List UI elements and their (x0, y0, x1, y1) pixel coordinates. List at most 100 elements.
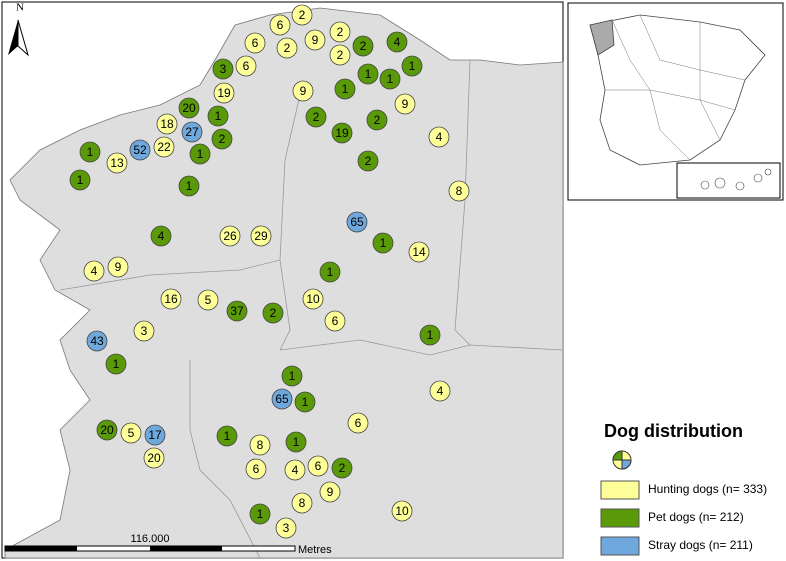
marker-circle (79, 141, 101, 163)
marker-label: 19 (335, 126, 349, 140)
marker-circle (346, 211, 368, 233)
marker-label: 1 (293, 435, 300, 449)
marker-label: 5 (205, 293, 212, 307)
marker: 13 (106, 152, 128, 174)
marker-label: 2 (339, 461, 346, 475)
marker-circle (281, 365, 303, 387)
marker-circle (150, 225, 172, 247)
marker: 2 (331, 457, 353, 479)
marker: 6 (347, 412, 369, 434)
legend-swatch (600, 536, 640, 556)
marker: 17 (144, 424, 166, 446)
marker-label: 1 (380, 236, 387, 250)
marker-circle (357, 150, 379, 172)
marker-circle (107, 256, 129, 278)
marker-label: 20 (182, 101, 196, 115)
marker-label: 16 (164, 292, 178, 306)
marker-label: 9 (312, 33, 319, 47)
marker-label: 8 (257, 438, 264, 452)
marker-label: 19 (217, 86, 231, 100)
marker-circle (216, 425, 238, 447)
marker-label: 6 (315, 459, 322, 473)
marker-label: 2 (374, 113, 381, 127)
marker: 8 (291, 492, 313, 514)
marker-label: 1 (409, 59, 416, 73)
marker-label: 1 (289, 369, 296, 383)
marker-label: 9 (300, 84, 307, 98)
marker: 43 (86, 330, 108, 352)
marker-circle (235, 55, 257, 77)
marker-circle (319, 261, 341, 283)
marker: 10 (302, 288, 324, 310)
scale-unit: Metres (298, 544, 332, 556)
marker-label: 2 (365, 154, 372, 168)
marker-label: 1 (215, 109, 222, 123)
marker: 20 (96, 419, 118, 441)
marker-label: 4 (292, 463, 299, 477)
marker-circle (291, 492, 313, 514)
marker-label: 4 (436, 130, 443, 144)
marker-label: 3 (283, 521, 290, 535)
marker: 19 (331, 122, 353, 144)
marker-circle (249, 434, 271, 456)
marker-label: 65 (275, 392, 289, 406)
marker: 10 (391, 500, 413, 522)
marker-circle (275, 517, 297, 539)
marker-circle (212, 58, 234, 80)
marker: 1 (294, 391, 316, 413)
marker: 9 (394, 93, 416, 115)
marker: 9 (304, 29, 326, 51)
marker-circle (331, 122, 353, 144)
marker: 2 (366, 109, 388, 131)
marker-label: 6 (332, 314, 339, 328)
legend-label: Pet dogs (n= 212) (648, 510, 744, 524)
marker-label: 2 (337, 25, 344, 39)
marker: 20 (178, 97, 200, 119)
marker-circle (120, 422, 142, 444)
marker: 37 (226, 300, 248, 322)
marker: 27 (181, 121, 203, 143)
marker-circle (211, 128, 233, 150)
marker-label: 29 (254, 229, 268, 243)
marker: 6 (235, 55, 257, 77)
legend-label: Hunting dogs (n= 333) (648, 482, 767, 496)
marker-circle (319, 481, 341, 503)
marker-circle (307, 455, 329, 477)
marker-label: 3 (220, 62, 227, 76)
marker-circle (213, 82, 235, 104)
marker-label: 17 (148, 428, 162, 442)
marker-label: 27 (185, 125, 199, 139)
marker-circle (329, 21, 351, 43)
marker-label: 1 (387, 72, 394, 86)
province-borders (59, 59, 564, 559)
marker-label: 9 (327, 485, 334, 499)
marker: 4 (429, 380, 451, 402)
marker-label: 26 (223, 229, 237, 243)
north-label: N (16, 2, 24, 14)
marker-label: 10 (306, 292, 320, 306)
marker: 6 (269, 14, 291, 36)
marker-label: 8 (299, 496, 306, 510)
marker-circle (429, 380, 451, 402)
legend-title: Dog distribution (604, 421, 743, 441)
marker-label: 2 (284, 41, 291, 55)
marker-label: 6 (253, 462, 260, 476)
marker-circle (331, 457, 353, 479)
marker-circle (366, 109, 388, 131)
marker-circle (153, 136, 175, 158)
marker-circle (329, 44, 351, 66)
marker: 1 (281, 365, 303, 387)
marker-circle (357, 63, 379, 85)
marker-circle (156, 113, 178, 135)
marker: 3 (275, 517, 297, 539)
marker: 6 (307, 455, 329, 477)
marker-label: 22 (157, 140, 171, 154)
marker-label: 2 (299, 8, 306, 22)
marker-label: 1 (427, 328, 434, 342)
marker-circle (276, 37, 298, 59)
marker: 2 (262, 302, 284, 324)
marker: 16 (160, 288, 182, 310)
marker: 26 (219, 225, 241, 247)
marker-circle (324, 310, 346, 332)
marker: 2 (357, 150, 379, 172)
